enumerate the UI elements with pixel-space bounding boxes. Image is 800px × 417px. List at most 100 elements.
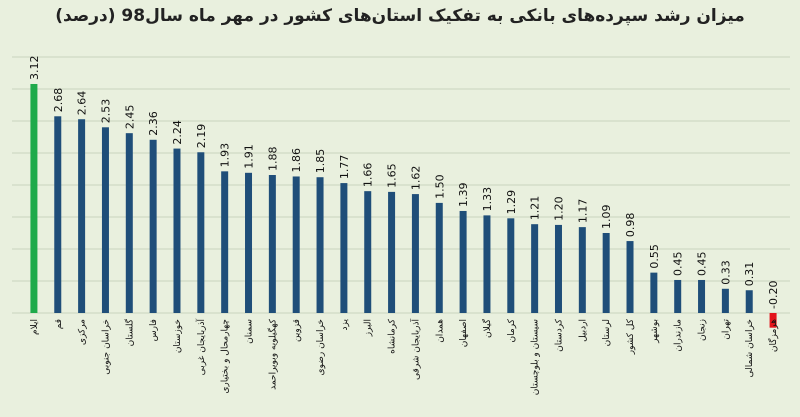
value-label: 2.45 (123, 105, 136, 130)
value-label: 1.20 (552, 196, 565, 221)
category-labels: ایلام قم مرکزی خراسان جنوبی گلستان فارس خوزستا… (30, 318, 779, 395)
bars (30, 83, 777, 328)
value-label: 1.88 (266, 147, 279, 172)
value-label: 0.55 (648, 244, 661, 269)
bar (316, 177, 324, 313)
category-label: سیستان و بلوچستان (531, 319, 541, 395)
value-label: 0.98 (624, 213, 637, 238)
category-label: اصفهان (459, 319, 469, 347)
bar (221, 171, 229, 313)
category-label: کل کشور (626, 318, 636, 355)
value-label: 1.65 (386, 163, 399, 188)
bar (54, 116, 62, 314)
value-label: 2.53 (99, 99, 112, 124)
bar (411, 194, 419, 313)
value-label: 1.17 (576, 199, 589, 224)
bar (721, 288, 729, 313)
value-label: 3.12 (28, 55, 41, 80)
category-label: فارس (149, 319, 159, 341)
category-label: قزوین (292, 319, 302, 342)
bar (745, 290, 753, 313)
bar (554, 224, 562, 313)
value-label: 1.21 (529, 196, 542, 221)
category-label: کرمانشاه (388, 318, 398, 354)
bar (173, 148, 181, 313)
bar (30, 83, 38, 313)
value-label: 2.36 (147, 111, 160, 136)
category-label: قم (54, 319, 64, 329)
bar (125, 133, 133, 313)
bar (292, 176, 300, 313)
value-label: 1.33 (481, 187, 494, 212)
category-label: کهگیلویه وبویراحمد (266, 318, 278, 390)
bar (459, 210, 467, 313)
value-label: 0.33 (719, 260, 732, 285)
gridlines (12, 56, 790, 314)
bar (78, 119, 86, 313)
value-label: 1.09 (600, 204, 613, 229)
value-label: 0.45 (696, 251, 709, 276)
value-label: -0.20 (767, 281, 780, 309)
value-label: 1.93 (219, 143, 232, 168)
category-label: خراسان جنوبی (101, 319, 111, 375)
bar (602, 232, 610, 313)
category-label: آذربایجان غربی (195, 319, 207, 376)
category-label: همدان (435, 319, 445, 343)
category-label: اردبیل (578, 319, 588, 342)
bar (101, 127, 109, 313)
category-label: مرکزی (78, 319, 88, 345)
bar (435, 202, 443, 313)
value-label: 1.91 (243, 144, 256, 169)
category-label: خراسان رضوی (316, 319, 326, 375)
category-label: گلستان (123, 318, 135, 346)
value-label: 1.86 (290, 148, 303, 173)
category-label: مازندران (674, 319, 684, 352)
category-label: زنجان (698, 319, 708, 341)
bar (388, 191, 396, 313)
category-label: خوزستان (173, 319, 183, 353)
category-label: ایلام (30, 319, 40, 335)
chart-title: میزان رشد سپرده‌های بانکی به تفکیک استان… (55, 6, 745, 26)
category-label: کرمان (507, 318, 517, 342)
value-label: 0.31 (743, 262, 756, 287)
bar (149, 139, 157, 313)
category-label: سمنان (245, 319, 255, 344)
category-label: تهران (721, 319, 731, 340)
value-label: 1.66 (362, 163, 375, 188)
category-label: بوشهر (650, 319, 660, 344)
bar (483, 215, 491, 313)
value-label: 2.19 (195, 124, 208, 149)
value-label: 2.68 (52, 88, 65, 113)
value-label: 1.29 (505, 190, 518, 215)
bar (626, 241, 634, 313)
bar (197, 152, 205, 313)
category-label: گیلان (481, 318, 493, 338)
bar (531, 224, 539, 313)
value-label: 1.39 (457, 182, 470, 207)
value-label: 2.64 (76, 91, 89, 116)
bar (578, 227, 586, 313)
bar (650, 272, 658, 313)
category-label: چهارمحال و بختیاری (221, 319, 231, 394)
category-label: البرز (364, 319, 374, 337)
category-label: لرستان (602, 319, 612, 346)
category-label: یزد (340, 319, 350, 331)
value-label: 2.24 (171, 120, 184, 145)
bar (507, 218, 515, 313)
bar (268, 175, 276, 313)
value-label: 1.77 (338, 155, 351, 180)
bar (698, 279, 706, 313)
bar (245, 172, 253, 313)
bar (769, 313, 777, 328)
value-labels: 3.12 2.68 2.64 2.53 2.45 2.36 2.24 2.19 1.93 1.91… (28, 55, 780, 309)
value-label: 1.50 (433, 174, 446, 199)
bar (674, 279, 682, 313)
category-label: هرمزگان (767, 319, 779, 352)
category-label: خراسان شمالی (745, 319, 755, 378)
value-label: 1.62 (409, 166, 422, 191)
value-label: 1.85 (314, 149, 327, 174)
bar (340, 183, 348, 313)
bar (364, 191, 372, 313)
category-label: کردستان (554, 318, 564, 352)
